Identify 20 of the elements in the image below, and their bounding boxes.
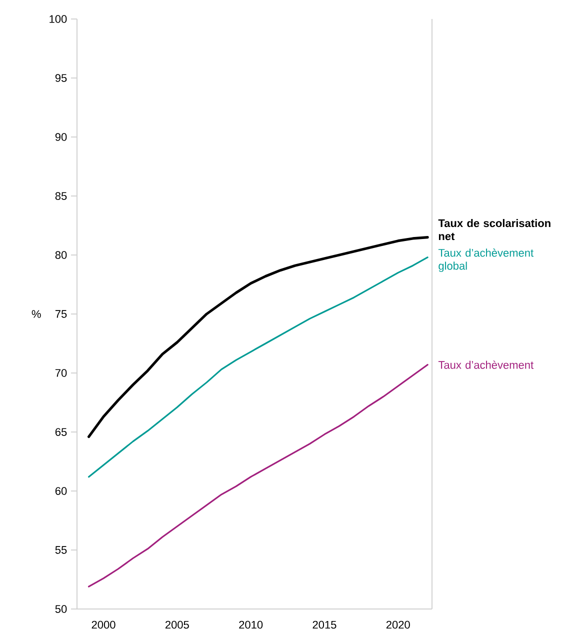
x-tick-label: 2010 [239,620,263,629]
x-tick-label: 2000 [92,620,116,629]
y-tick-label: 65 [55,428,67,436]
y-tick-label: 90 [55,133,67,141]
y-tick-label: 80 [55,251,67,259]
x-tick-label: 2005 [165,620,189,629]
y-tick-label: 95 [55,74,67,82]
x-tick-label: 2015 [312,620,336,629]
series-label: Taux d’achèvement global [438,248,534,272]
y-axis-title: % [32,310,41,318]
y-tick-label: 75 [55,310,67,318]
y-tick-label: 60 [55,487,67,495]
y-tick-label: 70 [55,369,67,377]
x-tick-label: 2020 [386,620,410,629]
series-label: Taux de scolarisation net [438,219,550,240]
y-tick-label: 100 [50,15,67,23]
y-tick-label: 55 [55,546,67,554]
series-label: Taux d’achèvement [438,360,534,369]
y-tick-label: 50 [55,605,67,613]
y-tick-label: 85 [55,192,67,200]
